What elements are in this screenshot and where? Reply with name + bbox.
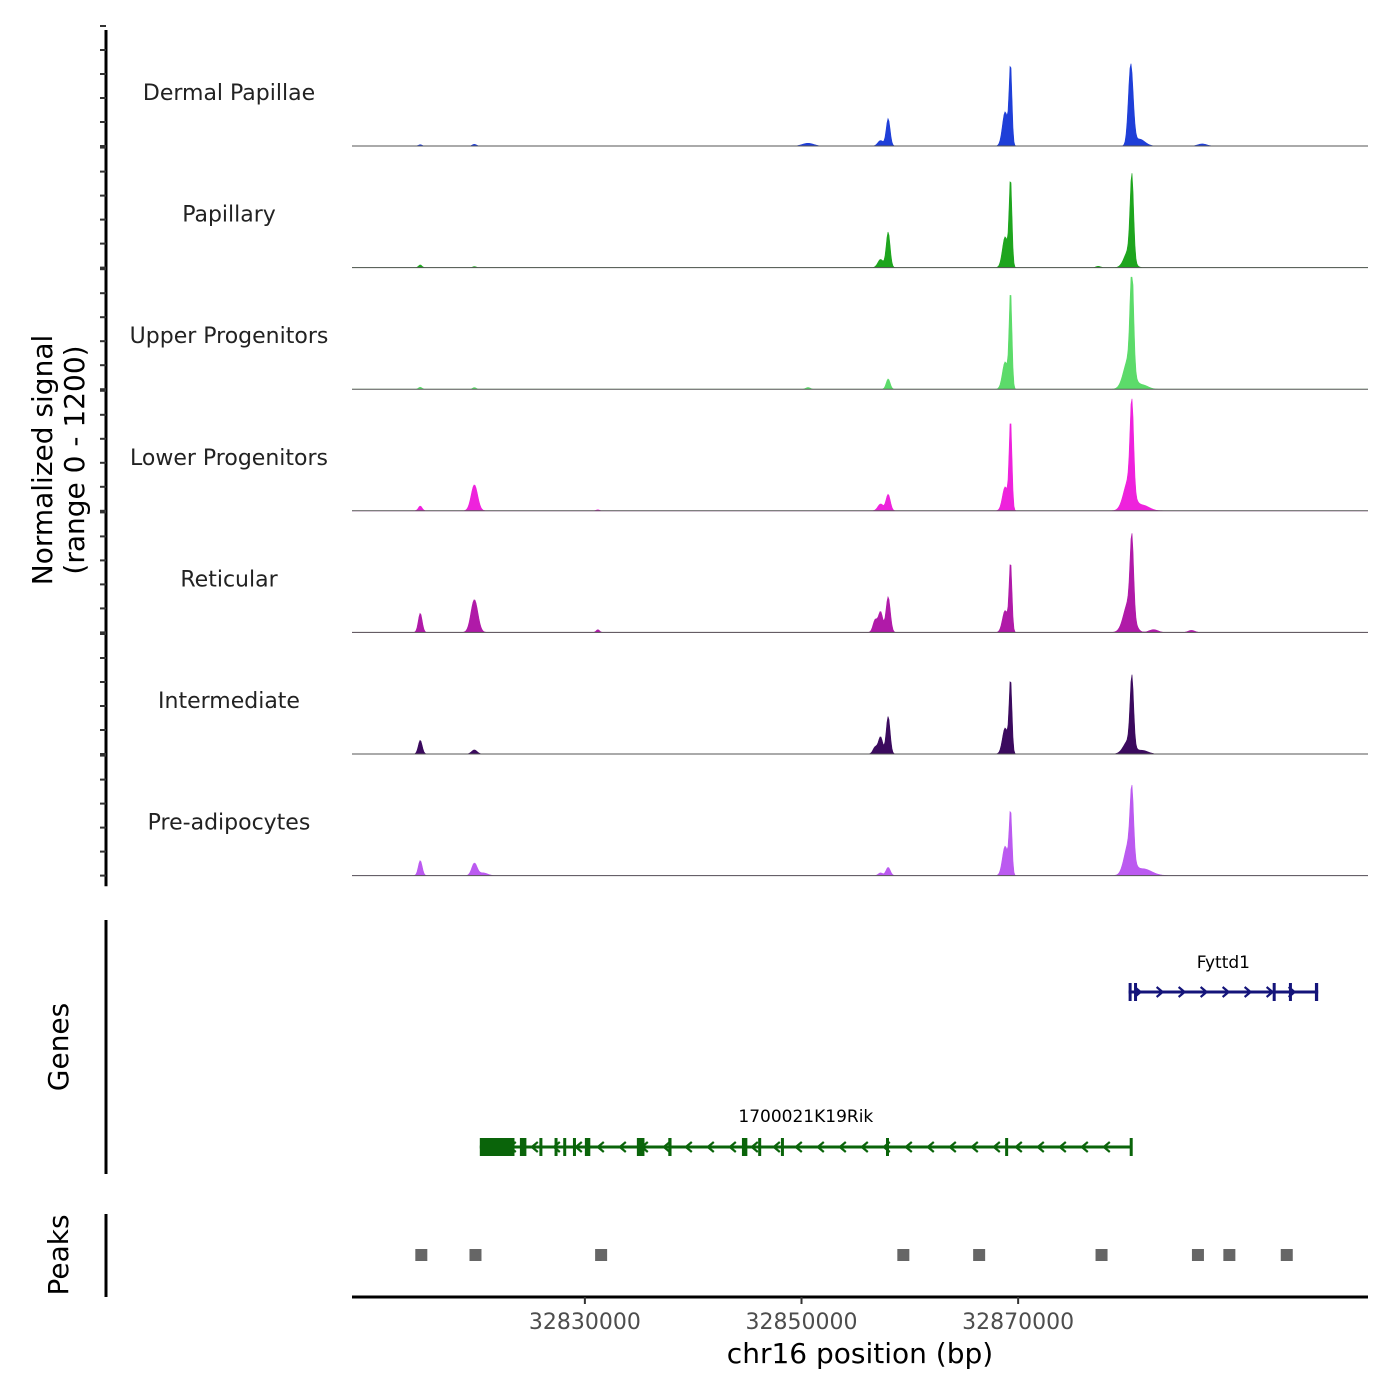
track-label: Intermediate [158, 689, 300, 714]
strand-arrow [1177, 986, 1187, 998]
peak-region [469, 1249, 482, 1261]
exon [780, 1138, 784, 1156]
strand-arrow [838, 1141, 847, 1153]
strand-arrow [970, 1141, 979, 1153]
strand-arrow [1058, 1141, 1067, 1153]
exon [758, 1138, 762, 1156]
coverage-area [352, 533, 1368, 633]
peak-region [973, 1249, 986, 1261]
strand-arrow [794, 1141, 803, 1153]
coverage-area [352, 276, 1368, 390]
exon [885, 1138, 889, 1156]
strand-arrow [706, 1141, 715, 1153]
exon [741, 1138, 748, 1156]
strand-arrow [1102, 1141, 1111, 1153]
track-label: Reticular [180, 567, 278, 592]
coverage-area [352, 63, 1368, 147]
track-label: Dermal Papillae [143, 81, 315, 106]
x-tick-label: 32870000 [962, 1310, 1074, 1335]
strand-arrow [1199, 986, 1209, 998]
exon [668, 1138, 672, 1156]
peak-region [897, 1249, 910, 1261]
strand-arrow [1080, 1141, 1089, 1153]
strand-arrow [772, 1141, 781, 1153]
peak-region [1223, 1249, 1236, 1261]
strand-arrow [1155, 986, 1165, 998]
coverage-area [352, 398, 1368, 512]
exon [1129, 1138, 1133, 1156]
gene-label: Fyttd1 [1197, 953, 1250, 973]
strand-arrow [1221, 986, 1231, 998]
coverage-area [352, 784, 1368, 876]
exon [1005, 1138, 1009, 1156]
x-axis: 32830000 32850000 32870000 [352, 1295, 1368, 1335]
x-tick-label: 32850000 [746, 1310, 858, 1335]
strand-arrow [860, 1141, 869, 1153]
y-axis-title-line1: Normalized signal [26, 335, 59, 586]
exon [636, 1138, 645, 1156]
strand-arrow [1014, 1141, 1023, 1153]
exon [572, 1138, 576, 1156]
strand-arrow [618, 1141, 627, 1153]
strand-arrow [1265, 986, 1275, 998]
track-label: Pre-adipocytes [148, 811, 311, 836]
exon [539, 1138, 543, 1156]
peak-region [1280, 1249, 1293, 1261]
exon [1272, 983, 1276, 1001]
genes-axis-title: Genes [42, 1003, 75, 1091]
strand-arrow [750, 1141, 759, 1153]
strand-arrow [596, 1141, 605, 1153]
exon [1314, 983, 1319, 1001]
peak-region [1095, 1249, 1108, 1261]
strand-arrow [662, 1141, 671, 1153]
peak-region [595, 1249, 608, 1261]
y-axis-title-line2: (range 0 - 1200) [58, 345, 91, 574]
strand-arrow [1036, 1141, 1045, 1153]
strand-arrow [926, 1141, 935, 1153]
strand-arrow [684, 1141, 693, 1153]
peak-region [415, 1249, 428, 1261]
strand-arrow [992, 1141, 1001, 1153]
exon [554, 1138, 558, 1156]
track-label: Upper Progenitors [130, 324, 329, 349]
exon [479, 1138, 515, 1156]
x-tick-label: 32830000 [529, 1310, 641, 1335]
strand-arrow [948, 1141, 957, 1153]
exon [1128, 983, 1132, 1001]
gene-panel: Fyttd1 1700021K19Rik [104, 920, 1319, 1174]
peak-panel [104, 1214, 1293, 1297]
peak-region [1191, 1249, 1204, 1261]
strand-arrow [1243, 986, 1253, 998]
track-label: Lower Progenitors [130, 446, 328, 471]
strand-arrow [816, 1141, 825, 1153]
strand-arrow [904, 1141, 913, 1153]
gene-label: 1700021K19Rik [738, 1107, 873, 1127]
exon [519, 1138, 527, 1156]
exon [563, 1138, 567, 1156]
x-axis-title: chr16 position (bp) [727, 1337, 993, 1370]
peaks-axis-title: Peaks [42, 1214, 75, 1295]
strand-arrow [530, 1141, 539, 1153]
coverage-panel: Dermal Papillae Papillary Upper Progenitor… [100, 25, 1368, 887]
coverage-area [352, 674, 1368, 755]
strand-arrow [728, 1141, 737, 1153]
track-label: Papillary [182, 203, 276, 228]
coverage-area [352, 173, 1368, 268]
strand-arrow [552, 1141, 561, 1153]
exon [1134, 983, 1138, 1001]
exon [584, 1138, 591, 1156]
exon [1288, 983, 1292, 1001]
